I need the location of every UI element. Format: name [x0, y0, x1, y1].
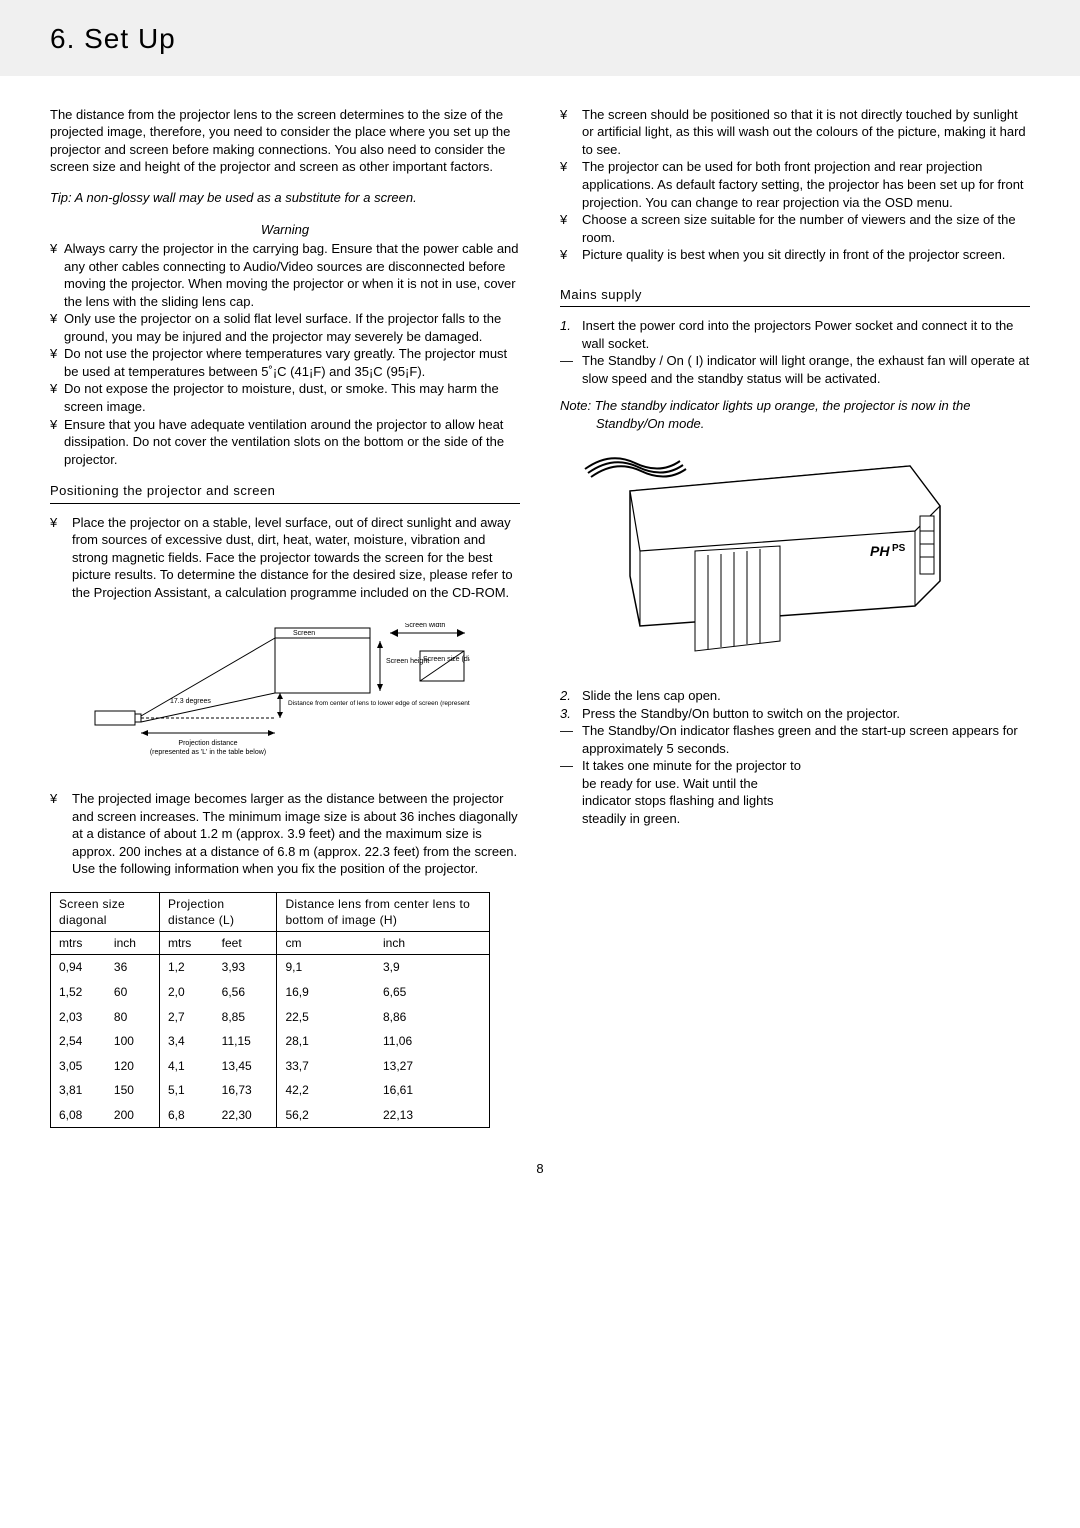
right-column: The screen should be positioned so that … — [560, 106, 1030, 1129]
advice-item: The screen should be positioned so that … — [560, 106, 1030, 159]
table-row: 3,811505,116,7342,216,61 — [51, 1078, 490, 1103]
svg-text:PH: PH — [870, 543, 890, 559]
mains-steps-1: 1.Insert the power cord into the project… — [560, 317, 1030, 387]
left-column: The distance from the projector lens to … — [50, 106, 520, 1129]
standby-note: Note: The standby indicator lights up or… — [560, 397, 1030, 432]
positioning-item: Place the projector on a stable, level s… — [72, 515, 513, 600]
step-item: —The Standby / On ( I) indicator will li… — [560, 352, 1030, 387]
warning-item: Always carry the projector in the carryi… — [50, 240, 520, 310]
svg-text:PS: PS — [892, 543, 906, 554]
warning-list: Always carry the projector in the carryi… — [50, 240, 520, 468]
table-row: 3,051204,113,4533,713,27 — [51, 1054, 490, 1079]
svg-text:Distance from center of lens t: Distance from center of lens to lower ed… — [288, 700, 470, 707]
step-item: 1.Insert the power cord into the project… — [560, 317, 1030, 352]
th-proj-dist: Projection distance (L) — [159, 892, 276, 931]
table-subhead: feet — [214, 932, 277, 955]
page-header: 6. Set Up — [0, 0, 1080, 76]
mains-steps-2: 2.Slide the lens cap open.3.Press the St… — [560, 687, 1030, 827]
page-number: 8 — [0, 1160, 1080, 1202]
advice-item: Choose a screen size suitable for the nu… — [560, 211, 1030, 246]
projection-diagram: Screen width Screen Screen height Screen… — [90, 623, 470, 763]
advice-item: The projector can be used for both front… — [560, 158, 1030, 211]
step-item: —The Standby/On indicator flashes green … — [560, 722, 1020, 757]
th-lens-dist: Distance lens from center lens to bottom… — [277, 892, 490, 931]
advice-item: Picture quality is best when you sit dir… — [560, 246, 1030, 264]
section-mains: Mains supply — [560, 286, 1030, 308]
svg-text:(represented as 'L' in the tab: (represented as 'L' in the table below) — [150, 749, 266, 756]
warning-item: Do not expose the projector to moisture,… — [50, 380, 520, 415]
intro-text: The distance from the projector lens to … — [50, 106, 520, 176]
table-subhead: mtrs — [159, 932, 213, 955]
table-row: 0,94361,23,939,13,9 — [51, 955, 490, 980]
table-subhead: inch — [375, 932, 490, 955]
projector-illustration: PH PS — [580, 451, 950, 671]
table-subhead: inch — [106, 932, 160, 955]
content-columns: The distance from the projector lens to … — [0, 106, 1080, 1129]
table-row: 1,52602,06,5616,96,65 — [51, 980, 490, 1005]
step-item: 2.Slide the lens cap open. — [560, 687, 1030, 705]
warning-item: Only use the projector on a solid flat l… — [50, 310, 520, 345]
projection-info: The projected image becomes larger as th… — [72, 791, 518, 876]
warning-heading: Warning — [50, 221, 520, 239]
step-item: 3.Press the Standby/On button to switch … — [560, 705, 1030, 723]
svg-text:Projection distance: Projection distance — [178, 740, 237, 747]
table-subhead: mtrs — [51, 932, 106, 955]
screen-advice-list: The screen should be positioned so that … — [560, 106, 1030, 264]
warning-item: Do not use the projector where temperatu… — [50, 345, 520, 380]
step-item: —It takes one minute for the projector t… — [560, 757, 810, 827]
section-positioning: Positioning the projector and screen — [50, 482, 520, 504]
table-row: 2,541003,411,1528,111,06 — [51, 1029, 490, 1054]
projection-info-list: The projected image becomes larger as th… — [50, 790, 520, 878]
svg-text:Screen size (diagonal): Screen size (diagonal) — [423, 656, 470, 663]
table-row: 6,082006,822,3056,222,13 — [51, 1103, 490, 1128]
svg-text:17.3 degrees: 17.3 degrees — [170, 698, 211, 705]
table-subhead: cm — [277, 932, 375, 955]
page-title: 6. Set Up — [50, 20, 1030, 58]
svg-text:Screen: Screen — [293, 630, 315, 637]
positioning-list: Place the projector on a stable, level s… — [50, 514, 520, 602]
tip-text: Tip: A non-glossy wall may be used as a … — [50, 189, 520, 207]
svg-text:Screen width: Screen width — [405, 623, 446, 629]
table-row: 2,03802,78,8522,58,86 — [51, 1005, 490, 1030]
distance-table: Screen size diagonal Projection distance… — [50, 892, 490, 1129]
warning-item: Ensure that you have adequate ventilatio… — [50, 416, 520, 469]
th-screen-size: Screen size diagonal — [51, 892, 160, 931]
